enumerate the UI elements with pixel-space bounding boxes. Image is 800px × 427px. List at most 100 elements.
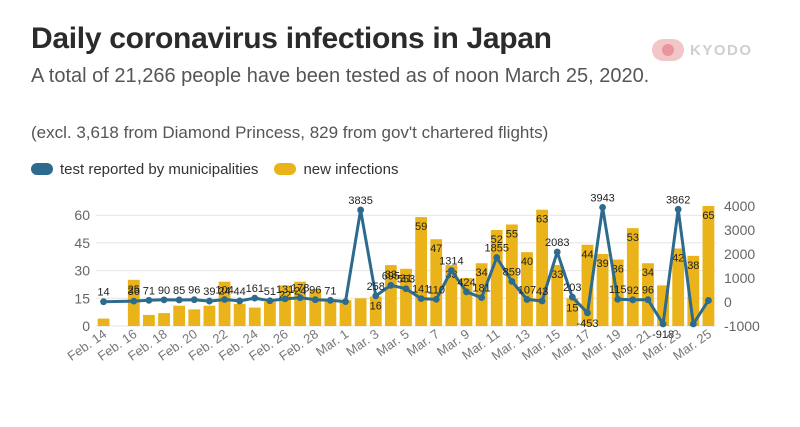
chart-title: Daily coronavirus infections in Japan <box>31 22 552 55</box>
point-label: 3835 <box>348 195 372 207</box>
kyodo-logo-icon <box>652 39 684 61</box>
line-point <box>417 295 425 303</box>
point-label: 51 <box>264 286 276 298</box>
bar <box>354 298 367 326</box>
bar <box>339 300 352 326</box>
point-label: 96 <box>188 285 200 297</box>
point-label: 104 <box>215 285 233 297</box>
bar-label: 25 <box>128 284 140 296</box>
line-point <box>296 294 304 302</box>
bar <box>173 305 186 326</box>
legend-item-infections[interactable]: new infections <box>274 160 399 178</box>
bar <box>551 265 564 326</box>
bar-label: 38 <box>687 260 699 272</box>
line-point <box>463 288 470 296</box>
bar-label: 34 <box>475 267 487 279</box>
bar <box>324 300 337 326</box>
bar-label: 33 <box>385 269 397 281</box>
bar-label: 31 <box>400 273 412 285</box>
line-point <box>584 309 591 317</box>
bar-label: 24 <box>218 286 230 298</box>
point-label: 85 <box>173 285 185 297</box>
line-point <box>705 297 712 304</box>
point-label: 161 <box>246 283 264 295</box>
bar-label: 33 <box>551 269 563 281</box>
bar <box>702 206 715 326</box>
right-axis-tick-label: 1000 <box>724 270 755 286</box>
point-label: 43 <box>536 286 548 298</box>
left-axis-tick-label: 45 <box>74 235 90 251</box>
line-point <box>326 296 334 304</box>
bar-label: 65 <box>702 210 714 222</box>
legend-swatch-infections <box>274 163 297 175</box>
line-point <box>674 205 682 213</box>
legend-label-infections: new infections <box>303 160 399 178</box>
x-axis-tick-label: Mar. 7 <box>404 326 442 359</box>
bar <box>490 230 503 326</box>
bar <box>521 252 533 326</box>
point-label: 39 <box>203 286 215 298</box>
line-point <box>175 296 183 304</box>
point-label: 141 <box>412 284 430 296</box>
bar <box>294 281 307 326</box>
point-label: 92 <box>627 285 639 297</box>
left-axis-tick-label: 30 <box>74 263 90 279</box>
bar <box>642 263 654 326</box>
line-point <box>311 296 319 304</box>
point-label: 203 <box>563 282 581 294</box>
point-label: -453 <box>576 318 598 330</box>
line-point <box>689 320 697 328</box>
bar <box>143 314 155 326</box>
line-point <box>342 298 349 306</box>
point-label: 71 <box>143 285 155 297</box>
bar-label: 63 <box>536 214 548 226</box>
line-point <box>614 295 622 303</box>
x-axis-tick-label: Mar. 1 <box>313 326 351 359</box>
bar-label: 34 <box>642 267 654 279</box>
line-point <box>387 281 395 289</box>
point-label: 258 <box>367 281 385 293</box>
bar <box>460 278 473 326</box>
point-label: 96 <box>309 285 321 297</box>
bar <box>233 303 246 326</box>
point-label: 3862 <box>666 194 690 206</box>
bar <box>279 285 291 326</box>
bar-label: 53 <box>627 232 639 244</box>
point-label: 36 <box>128 286 140 298</box>
series-line-tests <box>103 205 710 326</box>
bar <box>384 265 397 326</box>
bar <box>687 255 700 326</box>
point-label: 553 <box>397 274 415 286</box>
line-point <box>508 277 516 285</box>
line-point <box>281 295 289 303</box>
line-point <box>130 297 138 305</box>
bar-label: 55 <box>506 228 518 240</box>
legend-label-tests: test reported by municipalities <box>60 160 259 178</box>
left-axis-tick-label: 60 <box>74 207 90 223</box>
bar <box>445 265 458 326</box>
chart-subtitle: A total of 21,266 people have been teste… <box>31 65 650 87</box>
bar-label: 52 <box>491 234 503 246</box>
line-point <box>266 297 274 305</box>
bar <box>505 224 518 326</box>
point-label: 859 <box>503 266 521 278</box>
bar <box>369 296 382 326</box>
line-point <box>553 248 561 256</box>
bar <box>203 305 216 326</box>
line-point <box>599 203 606 211</box>
legend: test reported by municipalities new infe… <box>31 158 415 180</box>
line-point <box>523 296 531 303</box>
line-point <box>145 296 153 304</box>
point-label: 1855 <box>484 242 508 254</box>
right-axis-tick-label: -1000 <box>724 318 760 334</box>
left-axis-tick-label: 15 <box>74 290 90 306</box>
point-label: 115 <box>609 284 627 296</box>
bar-label: 44 <box>581 249 593 261</box>
line-point <box>221 296 228 303</box>
bar <box>158 313 170 326</box>
line-point <box>251 294 259 302</box>
point-label: 131 <box>276 284 294 296</box>
point-label: 110 <box>427 284 445 296</box>
legend-item-tests[interactable]: test reported by municipalities <box>31 161 258 178</box>
point-label: 695 <box>382 270 400 282</box>
